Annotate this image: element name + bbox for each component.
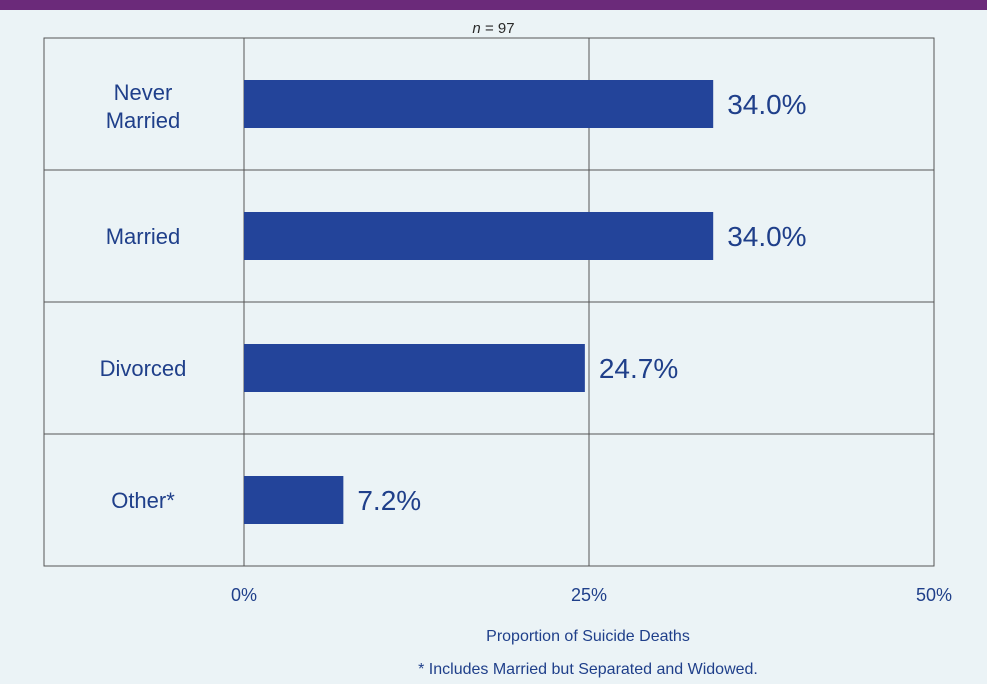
n-value: = 97 xyxy=(484,20,515,37)
chart-footnote: * Includes Married but Separated and Wid… xyxy=(418,661,758,678)
chart-subtitle: n = 97 xyxy=(0,20,987,37)
bar-value-label: 7.2% xyxy=(357,485,421,516)
bar xyxy=(244,344,585,392)
bar xyxy=(244,80,714,128)
category-label: Married xyxy=(106,108,181,133)
n-symbol: n xyxy=(472,20,481,37)
x-tick-label: 25% xyxy=(571,585,607,605)
header-band xyxy=(0,0,987,10)
x-tick-label: 50% xyxy=(916,585,952,605)
bar xyxy=(244,212,714,260)
bar xyxy=(244,476,344,524)
x-tick-label: 0% xyxy=(231,585,257,605)
x-axis-title: Proportion of Suicide Deaths xyxy=(486,628,690,645)
category-label: Never xyxy=(114,80,173,105)
bar-value-label: 34.0% xyxy=(727,89,806,120)
category-label: Other* xyxy=(111,488,175,513)
category-label: Divorced xyxy=(100,356,187,381)
bar-value-label: 24.7% xyxy=(599,353,678,384)
bar-value-label: 34.0% xyxy=(727,221,806,252)
category-label: Married xyxy=(106,224,181,249)
